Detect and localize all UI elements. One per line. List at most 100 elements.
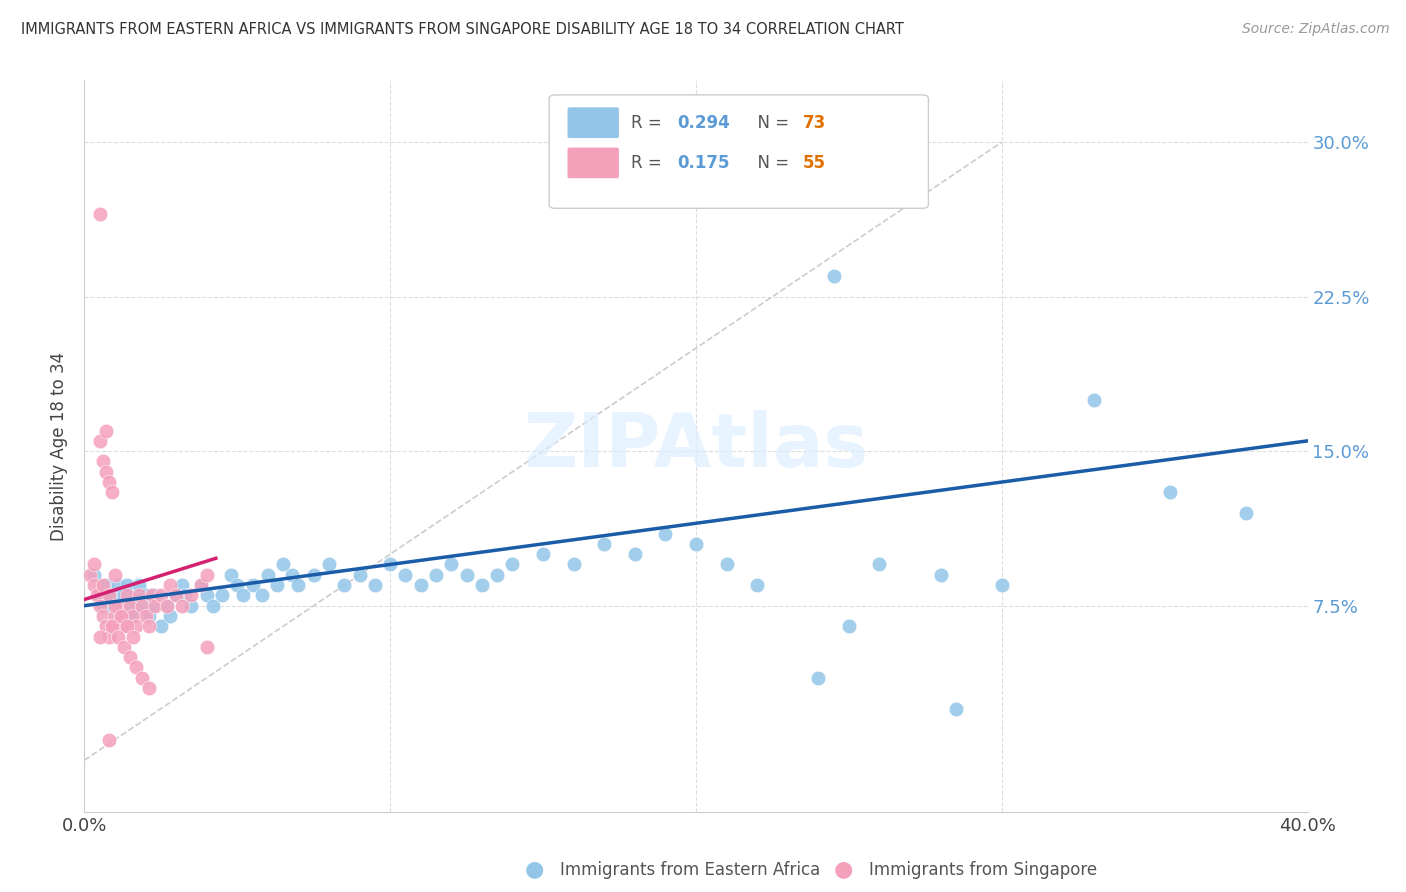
Point: [107, 578, 129, 592]
Point: [159, 609, 181, 624]
Point: [242, 578, 264, 592]
Point: [1159, 485, 1181, 500]
Point: [110, 599, 132, 613]
Point: [302, 567, 325, 582]
FancyBboxPatch shape: [568, 107, 619, 138]
Text: 0.175: 0.175: [678, 154, 730, 172]
Point: [94, 619, 117, 633]
Point: [101, 485, 124, 500]
Point: [97, 588, 120, 602]
Point: [174, 588, 197, 602]
Point: [838, 619, 860, 633]
Point: [593, 537, 616, 551]
Point: [91, 578, 114, 592]
Point: [94, 465, 117, 479]
Point: [115, 588, 138, 602]
Point: [89, 599, 111, 613]
Point: [165, 588, 187, 602]
Point: [120, 599, 142, 613]
Point: [190, 578, 212, 592]
Point: [486, 567, 509, 582]
Point: [143, 588, 166, 602]
Point: [104, 588, 127, 602]
Point: [138, 681, 160, 695]
Point: [122, 630, 145, 644]
Point: [149, 619, 172, 633]
Point: [101, 619, 124, 633]
Point: [125, 619, 148, 633]
Point: [211, 588, 233, 602]
Point: [115, 578, 138, 592]
Point: [135, 588, 157, 602]
Point: [156, 599, 179, 613]
Point: [456, 567, 478, 582]
Point: [83, 558, 105, 572]
Point: [91, 609, 114, 624]
Point: [122, 609, 145, 624]
Point: [101, 599, 124, 613]
Point: [281, 567, 304, 582]
Text: R =: R =: [631, 154, 666, 172]
Point: [89, 630, 111, 644]
Point: [156, 599, 179, 613]
Text: Immigrants from Eastern Africa: Immigrants from Eastern Africa: [560, 861, 820, 879]
Point: [685, 537, 707, 551]
Point: [394, 567, 416, 582]
Point: [869, 558, 891, 572]
Text: 0.294: 0.294: [678, 113, 730, 132]
Point: [112, 640, 135, 654]
Point: [94, 424, 117, 438]
Point: [380, 558, 402, 572]
FancyBboxPatch shape: [568, 147, 619, 178]
Point: [91, 454, 114, 468]
Point: [86, 588, 108, 602]
Point: [172, 578, 194, 592]
Point: [226, 578, 249, 592]
Point: [180, 599, 202, 613]
Point: [180, 588, 202, 602]
Point: [654, 526, 676, 541]
Point: [115, 619, 138, 633]
Point: [97, 588, 120, 602]
Point: [945, 702, 967, 716]
Point: [716, 558, 738, 572]
Point: [135, 609, 157, 624]
Point: [122, 609, 145, 624]
Point: [287, 578, 309, 592]
Point: [219, 567, 242, 582]
Text: 73: 73: [803, 113, 825, 132]
Point: [1083, 392, 1105, 407]
Point: [107, 599, 129, 613]
Point: [747, 578, 769, 592]
Point: [89, 434, 111, 448]
Point: [83, 578, 105, 592]
Point: [97, 630, 120, 644]
Text: Source: ZipAtlas.com: Source: ZipAtlas.com: [1241, 22, 1389, 37]
Point: [232, 588, 254, 602]
Point: [94, 578, 117, 592]
Point: [364, 578, 387, 592]
Text: ●: ●: [834, 860, 853, 880]
Point: [409, 578, 432, 592]
Text: N =: N =: [748, 154, 794, 172]
Text: R =: R =: [631, 113, 666, 132]
Point: [104, 567, 127, 582]
Point: [107, 630, 129, 644]
Point: [104, 609, 127, 624]
Point: [91, 599, 114, 613]
Point: [349, 567, 371, 582]
Point: [89, 588, 111, 602]
Point: [131, 599, 153, 613]
Point: [531, 547, 554, 561]
Point: [125, 588, 148, 602]
Point: [425, 567, 447, 582]
Point: [138, 609, 160, 624]
Point: [172, 599, 194, 613]
Point: [112, 588, 135, 602]
Point: [138, 619, 160, 633]
Point: [318, 558, 340, 572]
Point: [120, 599, 142, 613]
Point: [190, 578, 212, 592]
Point: [97, 732, 120, 747]
Point: [502, 558, 524, 572]
